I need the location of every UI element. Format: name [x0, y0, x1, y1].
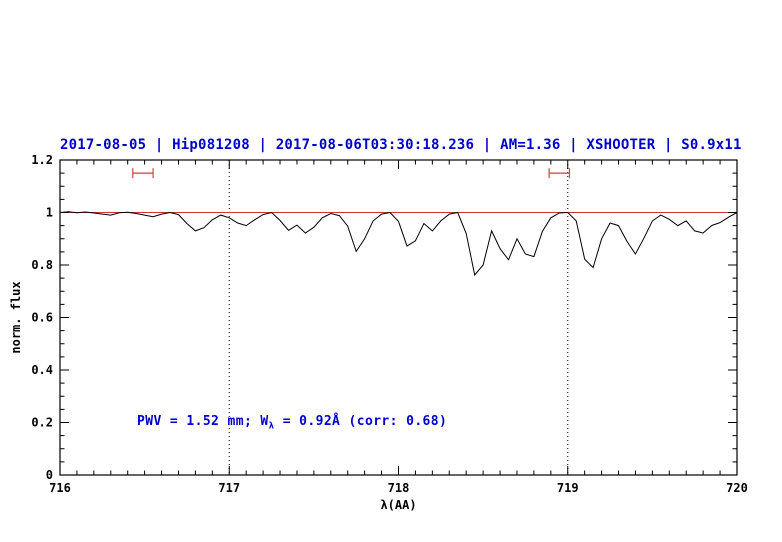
x-tick-label: 716: [49, 481, 71, 495]
y-tick-label: 0: [46, 468, 53, 482]
pwv-annotation: PWV = 1.52 mm; Wλ = 0.92Å (corr: 0.68): [137, 414, 447, 432]
pwv-annotation-prefix: PWV = 1.52 mm; W: [137, 414, 269, 429]
y-tick-label: 0.4: [31, 363, 53, 377]
plot-title: 2017-08-05 | Hip081208 | 2017-08-06T03:3…: [60, 137, 742, 153]
window-marker: [132, 168, 154, 179]
x-tick-labels: 716 717 718 719 720: [49, 481, 748, 495]
spectrum-line: [59, 211, 738, 277]
x-tick-label: 720: [726, 481, 748, 495]
y-tick-label: 0.8: [31, 258, 53, 272]
y-tick-label: 1: [46, 206, 53, 220]
y-tick-label: 1.2: [31, 153, 53, 167]
y-axis-ticks: [60, 159, 737, 476]
y-tick-label: 0.6: [31, 311, 53, 325]
x-axis-ticks: [59, 160, 738, 475]
y-axis-label: norm. flux: [9, 281, 23, 353]
window-markers: [132, 168, 571, 179]
y-tick-label: 0.2: [31, 416, 53, 430]
x-tick-label: 718: [388, 481, 410, 495]
pwv-annotation-sub: λ: [268, 421, 275, 432]
y-tick-labels: 0 0.2 0.4 0.6 0.8 1 1.2: [31, 153, 53, 482]
window-marker: [548, 168, 571, 179]
pwv-annotation-suffix: = 0.92Å (corr: 0.68): [274, 414, 448, 429]
x-axis-label: λ(AA): [380, 498, 416, 512]
x-tick-label: 719: [557, 481, 579, 495]
x-tick-label: 717: [218, 481, 240, 495]
